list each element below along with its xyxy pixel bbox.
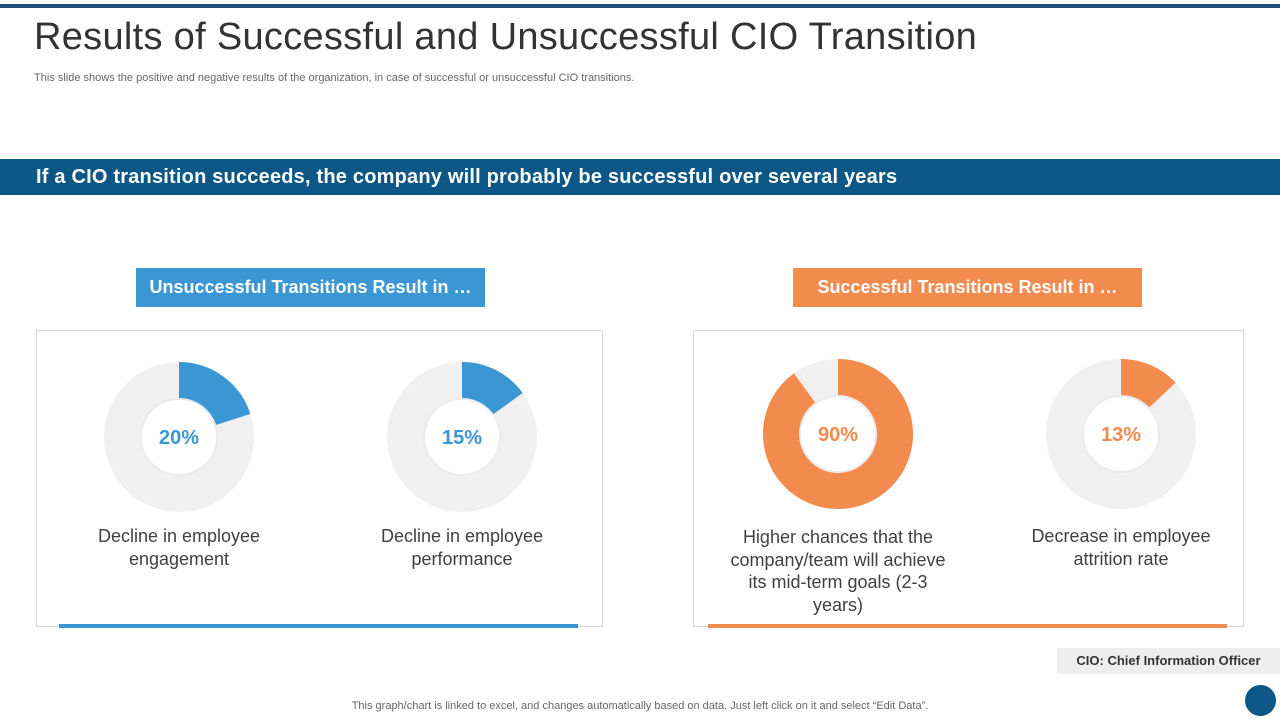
- donut-inner-ring: [423, 398, 501, 476]
- donut-inner-ring: [799, 395, 877, 473]
- banner-text: If a CIO transition succeeds, the compan…: [36, 166, 898, 188]
- top-accent-line: [0, 4, 1280, 8]
- successful-header: Successful Transitions Result in …: [793, 268, 1142, 307]
- donut-slice: [1120, 359, 1176, 409]
- key-message-banner: If a CIO transition succeeds, the compan…: [0, 159, 1280, 195]
- unsuccessful-header: Unsuccessful Transitions Result in …: [136, 268, 485, 307]
- unsuccessful-panel-underline: [59, 624, 578, 628]
- donut-chart-performance[interactable]: 15%: [387, 362, 537, 512]
- donut-value-label: 15%: [442, 427, 482, 449]
- donut-slice: [461, 362, 523, 416]
- donut-slice: [178, 362, 251, 427]
- label-performance: Decline in employee performance: [380, 526, 544, 569]
- donut-value-label: 20%: [159, 427, 199, 449]
- donut-inner-ring: [1082, 395, 1160, 473]
- label-attrition: Decrease in employee attrition rate: [1031, 526, 1211, 569]
- donut-value-label: 13%: [1101, 424, 1141, 446]
- donut-inner-ring: [140, 398, 218, 476]
- slide-title: Results of Successful and Unsuccessful C…: [34, 16, 978, 58]
- slide-subtitle: This slide shows the positive and negati…: [34, 72, 635, 84]
- donut-chart-engagement[interactable]: 20%: [104, 362, 254, 512]
- footer-note: This graph/chart is linked to excel, and…: [351, 700, 929, 712]
- successful-panel-underline: [708, 624, 1227, 628]
- label-engagement: Decline in employee engagement: [97, 526, 261, 569]
- donut-value-label: 90%: [818, 424, 858, 446]
- label-midterm-goals: Higher chances that the company/team wil…: [730, 527, 946, 615]
- donut-chart-attrition[interactable]: 13%: [1046, 359, 1196, 509]
- donut-slice: [763, 359, 913, 509]
- abbreviation-note: CIO: Chief Information Officer: [1057, 648, 1280, 674]
- corner-decoration: [1245, 685, 1276, 716]
- donut-chart-midterm-goals[interactable]: 90%: [763, 359, 913, 509]
